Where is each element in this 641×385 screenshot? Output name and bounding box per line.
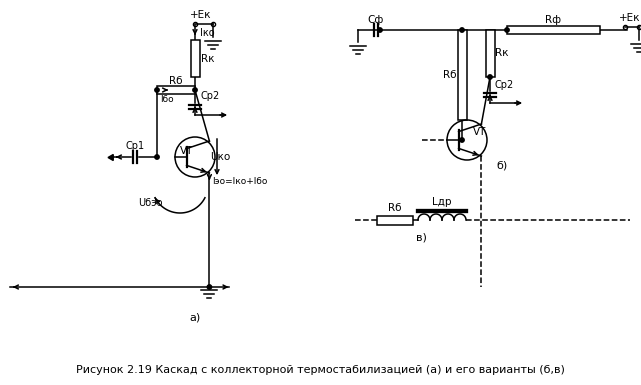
Circle shape: [488, 75, 492, 79]
Text: Rф: Rф: [545, 15, 562, 25]
Bar: [190, 40, 199, 77]
Text: +Ек: +Ек: [190, 10, 212, 20]
Circle shape: [460, 28, 464, 32]
Text: Ср2: Ср2: [201, 91, 220, 101]
Text: Rб: Rб: [388, 203, 402, 213]
Text: в): в): [416, 233, 427, 243]
Circle shape: [378, 28, 382, 32]
Text: Uбэо: Uбэо: [138, 198, 162, 208]
Text: VT: VT: [180, 146, 194, 156]
Circle shape: [505, 28, 509, 32]
Text: Rк: Rк: [495, 49, 509, 59]
Text: Ср1: Ср1: [126, 141, 145, 151]
Text: Iэо=Iко+Iбо: Iэо=Iко+Iбо: [212, 176, 267, 186]
Text: Iбо: Iбо: [160, 94, 174, 104]
Text: Iко: Iко: [200, 28, 214, 38]
Circle shape: [460, 138, 464, 142]
Text: Lдр: Lдр: [432, 197, 452, 207]
Bar: [377, 216, 413, 224]
Bar: [485, 30, 494, 77]
Text: Rб: Rб: [443, 70, 457, 80]
Text: Сф: Сф: [368, 15, 384, 25]
Circle shape: [193, 88, 197, 92]
Circle shape: [154, 88, 159, 92]
Text: Rб: Rб: [169, 76, 183, 86]
Text: Рисунок 2.19 Каскад с коллекторной термостабилизацией (а) и его варианты (б,в): Рисунок 2.19 Каскад с коллекторной термо…: [76, 365, 565, 375]
Bar: [507, 26, 600, 34]
Bar: [157, 86, 195, 94]
Text: б): б): [496, 160, 508, 170]
Bar: [458, 30, 467, 120]
Text: VT: VT: [473, 127, 487, 137]
Text: а): а): [189, 312, 201, 322]
Text: Rк: Rк: [201, 54, 215, 64]
Text: Ср2: Ср2: [494, 80, 513, 90]
Text: Uко: Uко: [210, 152, 230, 162]
Circle shape: [207, 285, 212, 289]
Circle shape: [154, 155, 159, 159]
Text: +Ек: +Ек: [619, 13, 641, 23]
